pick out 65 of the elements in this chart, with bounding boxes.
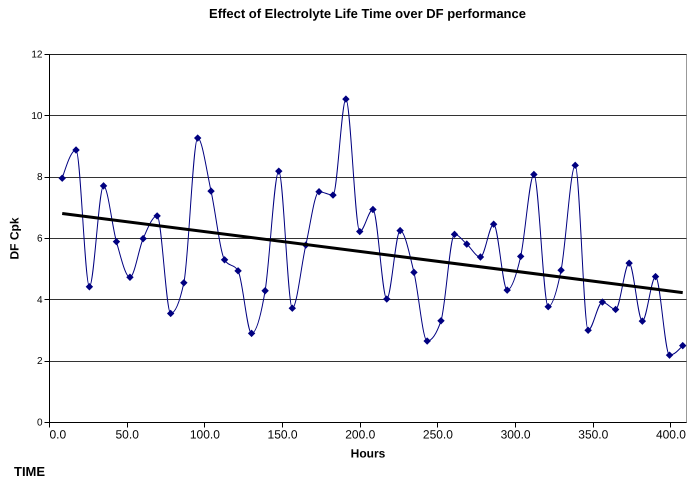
point — [220, 256, 228, 264]
point — [139, 234, 147, 242]
x-tick-label: 50.0 — [116, 428, 140, 442]
point — [410, 268, 418, 276]
point — [112, 238, 120, 246]
point — [261, 287, 269, 294]
y-tick-label: 2 — [36, 356, 43, 368]
point — [329, 191, 337, 199]
point — [58, 174, 66, 182]
point — [476, 253, 484, 261]
x-tick-label: 100.0 — [190, 428, 220, 442]
point — [248, 330, 256, 338]
point — [666, 351, 674, 359]
x-tick-label: 300.0 — [500, 428, 531, 442]
point — [342, 95, 350, 103]
x-tick-label: 250.0 — [422, 428, 454, 442]
point — [544, 302, 552, 310]
point — [612, 306, 620, 314]
x-tick-label: 350.0 — [578, 428, 609, 442]
point — [503, 286, 511, 294]
point — [516, 252, 524, 260]
point — [557, 266, 565, 274]
point — [315, 188, 323, 196]
point — [356, 228, 364, 236]
point — [423, 337, 431, 345]
point — [530, 170, 538, 178]
point — [207, 187, 215, 195]
point — [463, 240, 470, 248]
point — [126, 274, 134, 281]
point — [679, 342, 686, 350]
point — [275, 167, 282, 175]
x-tick-label: 0.0 — [50, 428, 67, 442]
point — [234, 267, 242, 275]
y-axis-title: DF Cpk — [7, 217, 22, 260]
point — [369, 206, 377, 214]
point — [490, 220, 498, 228]
point — [598, 298, 606, 306]
point — [584, 326, 592, 334]
point — [194, 134, 202, 142]
y-tick-label: 6 — [36, 234, 43, 244]
point — [396, 226, 404, 234]
x-axis-title: Hours — [350, 446, 386, 460]
text: TIME — [14, 464, 46, 479]
point — [572, 162, 579, 170]
y-tick-label: 8 — [36, 172, 43, 184]
y-tick-label: 4 — [36, 294, 43, 306]
x-tick-label: 150.0 — [268, 428, 298, 442]
point — [288, 304, 296, 312]
x-tick-label: 200.0 — [345, 428, 376, 442]
point — [166, 310, 174, 318]
point — [450, 230, 458, 238]
point — [100, 182, 108, 190]
point — [437, 317, 445, 325]
point — [652, 272, 660, 280]
point — [625, 259, 633, 267]
point — [638, 317, 646, 325]
chart-title: Effect of Electrolyte Life Time over DF performance — [209, 6, 526, 21]
y-tick-label: 0 — [36, 418, 43, 428]
x-tick-label: 400.0 — [656, 428, 686, 442]
y-tick-label: 10 — [31, 110, 43, 122]
point — [86, 283, 94, 290]
point — [153, 212, 161, 220]
y-tick-label: 12 — [31, 50, 43, 60]
point — [180, 279, 188, 286]
point — [72, 146, 80, 154]
